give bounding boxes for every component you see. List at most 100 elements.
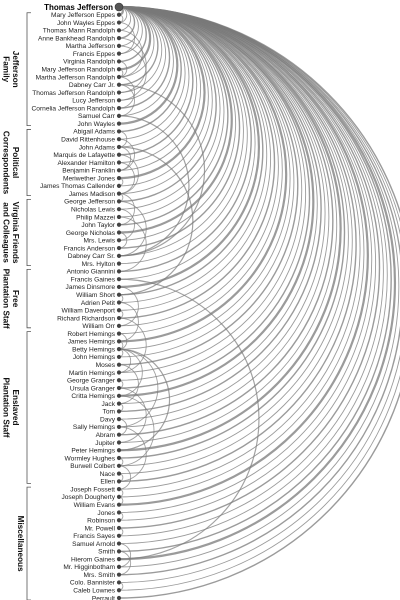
person-label-anne-bankhead-randolph: Anne Bankhead Randolph: [38, 35, 115, 42]
arc-root-dabney-carr-jr: [118, 6, 159, 86]
person-label-betty-hemings: Betty Hemings: [72, 346, 116, 353]
person-node-john-adams: [116, 144, 122, 150]
person-node-william-orr: [116, 323, 122, 328]
person-label-francis-eppes: Francis Eppes: [73, 51, 116, 58]
arc-root-moses: [118, 6, 299, 366]
arc-betty-hemings-martin-hemings: [118, 348, 132, 373]
person-node-mrs-lewis: [116, 238, 122, 243]
person-node-william-davenport: [116, 308, 122, 313]
person-node-james-hemings: [116, 339, 122, 344]
person-label-tom: Tom: [103, 409, 116, 416]
arc-root-tom: [118, 6, 322, 413]
arc-dabney-carr-sr-dabney-carr-jr: [118, 84, 205, 257]
arc-george-nicholas-francis-anderson: [118, 232, 128, 249]
person-label-antonio-giannini: Antonio Giannini: [67, 269, 116, 276]
person-label-nicholas-lewis: Nicholas Lewis: [71, 206, 116, 213]
person-node-mr-higginbotham: [116, 564, 122, 569]
person-node-anne-bankhead-randolph: [116, 36, 122, 41]
person-node-antonio-giannini: [116, 269, 122, 274]
person-node-adrien-petit: [116, 300, 122, 305]
person-node-david-rittenhouse: [116, 137, 122, 142]
person-label-wormley-hughes: Wormley Hughes: [65, 455, 116, 462]
person-label-william-orr: William Orr: [82, 323, 115, 330]
person-node-george-granger: [116, 378, 122, 383]
person-node-lucy-jefferson: [116, 98, 122, 103]
person-node-betty-hemings: [116, 347, 122, 352]
group-label-political-correspondents: PoliticalCorrespondents: [2, 131, 21, 195]
arc-betty-hemings-sally-hemings: [118, 348, 159, 428]
person-label-critta-hemings: Critta Hemings: [71, 393, 115, 400]
person-label-john-wayles: John Wayles: [77, 121, 115, 128]
group-label-virginia-friends-and-colleagues: Virginia Friendsand Colleagues: [2, 202, 21, 264]
person-node-james-madison: [116, 191, 122, 196]
person-node-william-evans: [116, 502, 122, 507]
person-node-sally-hemings: [116, 424, 122, 430]
arc-root-betty-hemings: [118, 6, 291, 350]
person-label-thomas-mann-randolph: Thomas Mann Randolph: [43, 28, 116, 35]
person-label-david-rittenhouse: David Rittenhouse: [61, 136, 115, 143]
person-label-james-thomas-callender: James Thomas Callender: [40, 183, 116, 190]
person-node-joseph-dougherty: [116, 494, 122, 500]
person-label-john-hemings: John Hemings: [73, 354, 116, 361]
person-label-dabney-carr-sr: Dabney Carr Sr.: [68, 253, 115, 260]
person-label-martin-hemings: Martin Hemings: [69, 370, 116, 377]
arc-root-david-rittenhouse: [118, 6, 186, 140]
person-label-caleb-lownes: Caleb Lownes: [73, 588, 115, 595]
arc-root-colo-bannister: [118, 6, 400, 583]
person-node-martha-jefferson: [116, 43, 122, 48]
person-label-william-davenport: William Davenport: [62, 308, 116, 315]
person-node-martin-hemings: [116, 370, 122, 375]
person-label-davy: Davy: [100, 416, 116, 423]
arc-davy-abram: [118, 418, 128, 436]
person-node-cornelia-jefferson-randolph: [116, 105, 122, 111]
person-label-samuel-arnold: Samuel Arnold: [72, 541, 115, 548]
person-label-abram: Abram: [96, 432, 116, 439]
arc-root-jones: [118, 6, 373, 513]
person-label-virginia-randolph: Virginia Randolph: [63, 59, 115, 66]
person-node-mary-jefferson-eppes: [116, 12, 122, 17]
arc-root-william-evans: [118, 5, 369, 506]
arc-adrien-petit-james-hemings: [118, 302, 139, 342]
person-node-abram: [116, 432, 122, 437]
arc-root-richard-richardson: [118, 6, 276, 319]
person-node-peter-hemings: [116, 448, 122, 453]
group-bracket-virginia-friends-and-colleagues: [26, 199, 31, 267]
person-node-jupiter: [116, 440, 122, 445]
person-label-mrs-smith: Mrs. Smith: [83, 572, 115, 579]
person-node-george-jefferson: [116, 199, 122, 204]
person-label-hierom-gaines: Hierom Gaines: [71, 556, 116, 563]
arc-root-critta-hemings: [118, 5, 315, 397]
person-label-joseph-dougherty: Joseph Dougherty: [61, 494, 115, 501]
person-label-james-dinsmore: James Dinsmore: [66, 284, 116, 291]
arc-root-francis-sayes: [118, 6, 384, 537]
person-label-jupiter: Jupiter: [95, 440, 116, 447]
person-label-mary-jefferson-eppes: Mary Jefferson Eppes: [51, 12, 116, 19]
person-node-thomas-mann-randolph: [116, 28, 122, 33]
person-node-richard-richardson: [116, 315, 122, 321]
person-node-john-hemings: [116, 354, 122, 360]
person-label-joseph-fossett: Joseph Fossett: [70, 486, 115, 493]
node-layer: [114, 2, 124, 600]
arc-james-dinsmore-william-orr: [118, 286, 139, 327]
arc-root-abigail-adams: [118, 6, 182, 133]
person-label-ursula-granger: Ursula Granger: [70, 385, 116, 392]
group-bracket-miscellaneous: [26, 486, 31, 600]
person-label-smith: Smith: [98, 549, 115, 556]
arc-root-abram: [118, 6, 334, 436]
arc-root-mr-powell: [118, 6, 380, 529]
root-label: Thomas Jefferson: [44, 3, 113, 12]
person-node-burwell-colbert: [116, 463, 122, 468]
arc-root-thomas-jefferson-randolph: [118, 6, 163, 93]
arc-martha-jefferson-randolph-cornelia-jefferson-randolph: [118, 76, 135, 109]
person-node-perrault: [116, 595, 122, 600]
person-label-peter-hemings: Peter Hemings: [71, 448, 115, 455]
group-bracket-jefferson-family: [26, 12, 31, 127]
person-label-adrien-petit: Adrien Petit: [81, 300, 115, 307]
person-label-francis-sayes: Francis Sayes: [73, 533, 115, 540]
person-label-william-short: William Short: [76, 292, 115, 299]
group-bracket-enslaved-plantation-staff: [26, 331, 31, 484]
person-node-samuel-arnold: [116, 541, 122, 546]
person-node-alexander-hamilton: [116, 160, 122, 165]
person-node-thomas-jefferson-randolph: [116, 90, 122, 95]
